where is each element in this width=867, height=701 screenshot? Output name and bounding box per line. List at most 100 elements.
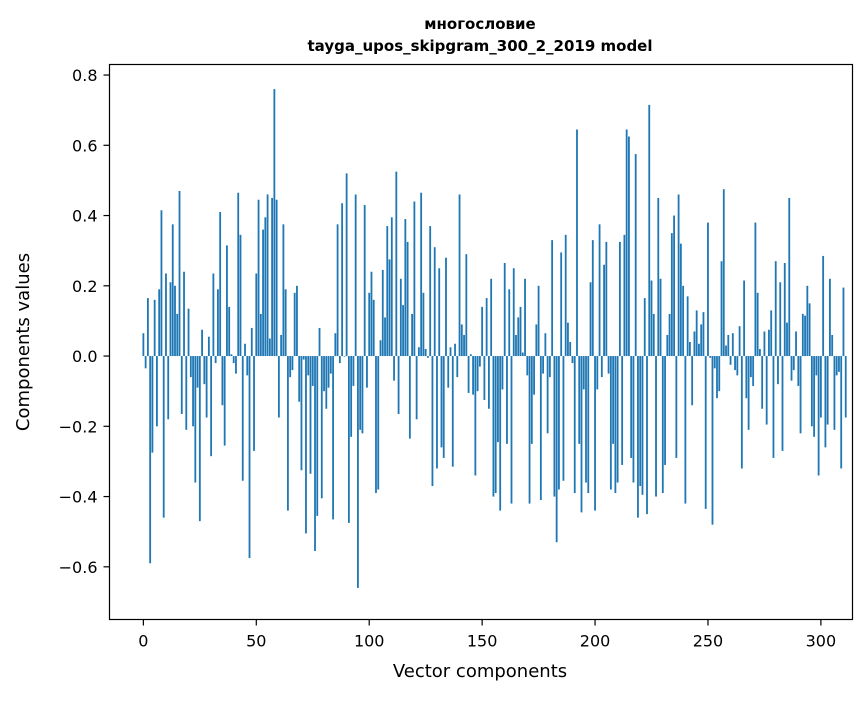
bar-125 [424,349,427,357]
bar-33 [217,289,219,357]
bar-81 [325,356,328,409]
bar-197 [587,356,590,494]
bar-213 [623,234,626,357]
bar-283 [781,356,784,451]
bar-148 [476,356,479,392]
bar-270 [752,356,755,386]
chart-title-line-1: многословие [424,15,535,33]
bar-198 [589,282,592,357]
bar-105 [379,340,382,357]
bar-118 [408,356,411,439]
bar-298 [815,356,818,376]
bar-40 [232,356,235,364]
bar-293 [804,315,806,357]
bar-208 [612,356,615,444]
bar-209 [614,356,617,494]
bar-7 [158,289,161,357]
bar-284 [783,262,786,357]
bar-225 [650,280,653,357]
bar-82 [327,356,330,388]
bar-263 [736,356,739,376]
y-axis-label: Components values [13,253,34,431]
bar-11 [167,356,170,420]
bar-203 [600,356,603,378]
bar-262 [734,356,736,371]
bar-24 [196,356,199,388]
bar-22 [192,356,194,427]
y-tick-label-3: 0.0 [72,347,97,366]
bar-99 [366,356,368,388]
bar-32 [214,356,217,364]
bar-42 [237,192,240,357]
bar-210 [616,356,619,483]
bar-20 [187,308,190,357]
bar-103 [375,356,377,494]
bar-3 [149,356,152,564]
bar-141 [460,324,463,357]
bar-128 [431,356,434,487]
bar-126 [427,356,429,358]
bar-230 [661,356,664,494]
bar-14 [174,285,176,357]
bar-184 [558,356,560,490]
bar-166 [517,317,520,357]
bar-238 [679,243,682,357]
bar-187 [564,234,567,357]
bar-29 [207,336,210,357]
bar-301 [822,255,825,357]
bar-222 [643,298,646,357]
bar-56 [268,338,271,357]
bar-237 [677,194,680,357]
bar-129 [433,247,436,357]
bar-124 [422,292,425,357]
bar-122 [417,347,420,357]
bar-161 [506,356,508,444]
y-tick-label-0: −0.6 [59,558,98,577]
bar-65 [289,356,292,378]
bar-181 [551,240,554,357]
bar-44 [241,356,244,481]
x-tick-label-0: 0 [138,632,148,651]
bar-295 [808,303,811,357]
bar-258 [725,345,727,357]
bar-255 [718,356,721,392]
bar-50 [255,273,258,357]
bar-304 [829,278,831,357]
bar-294 [806,285,809,357]
bar-137 [451,356,454,467]
bar-190 [571,356,574,364]
bar-152 [485,298,488,357]
bar-111 [393,356,395,381]
bar-235 [673,215,675,357]
bar-55 [266,194,269,357]
bar-110 [390,217,393,357]
bar-39 [230,354,233,357]
bar-35 [221,356,224,406]
y-tick-label-7: 0.8 [72,66,97,85]
bar-28 [205,356,208,418]
bar-280 [774,261,777,357]
bar-60 [277,356,280,418]
bar-17 [180,356,183,415]
bar-38 [228,306,231,357]
bar-218 [634,154,637,357]
bar-267 [745,356,748,399]
bar-275 [763,331,766,357]
bar-5 [153,299,156,357]
bar-175 [537,285,540,357]
bar-248 [702,312,705,357]
bar-87 [338,356,341,364]
bar-104 [377,356,380,490]
bar-66 [291,356,294,371]
bar-199 [591,240,594,357]
y-tick-label-1: −0.4 [59,488,98,507]
x-ticks: 0 50 100 150 200 250 300 [138,619,836,651]
bar-156 [494,356,497,494]
bar-278 [770,310,773,357]
bar-162 [508,289,511,357]
bar-234 [670,233,673,357]
bar-109 [388,259,391,357]
bar-164 [512,268,515,357]
bar-254 [716,356,718,399]
bar-307 [835,356,838,376]
